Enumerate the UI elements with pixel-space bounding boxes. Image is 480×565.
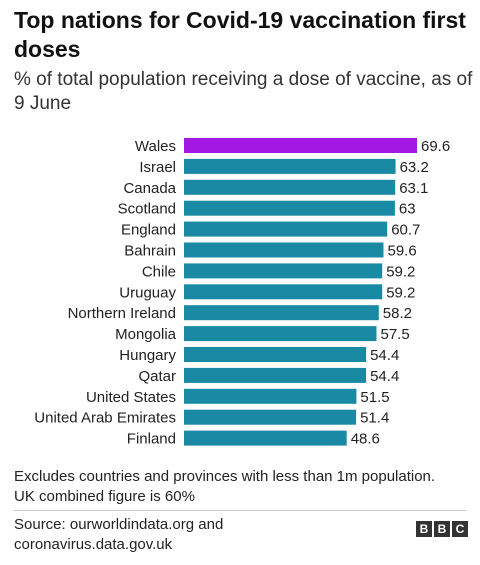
value-label-scotland: 63 — [399, 201, 416, 218]
value-label-qatar: 54.4 — [370, 368, 399, 385]
category-label-canada: Canada — [123, 180, 176, 197]
value-label-bahrain: 59.6 — [388, 243, 417, 260]
bar-england — [184, 221, 388, 237]
bar-chart: Wales 69.6 Israel 63.2 Canada 63.1 Scotland 63 E… — [34, 138, 450, 448]
bar-chile — [184, 263, 383, 279]
category-label-uruguay: Uruguay — [119, 284, 176, 301]
chart-subtitle: % of total population receiving a dose o… — [14, 69, 473, 114]
value-label-mongolia: 57.5 — [381, 326, 410, 343]
value-label-chile: 59.2 — [386, 263, 415, 280]
bar-united-states — [184, 388, 357, 404]
category-label-mongolia: Mongolia — [115, 326, 177, 343]
value-label-northern-ireland: 58.2 — [383, 305, 412, 322]
bar-hungary — [184, 347, 367, 362]
logo-letter-1: B — [416, 521, 432, 537]
bbc-logo: B B C — [416, 521, 468, 537]
bar-qatar — [184, 367, 367, 383]
bar-mongolia — [184, 326, 377, 342]
category-label-chile: Chile — [142, 263, 176, 280]
bar-united-arab-emirates — [184, 409, 357, 425]
value-label-united-arab-emirates: 51.4 — [360, 410, 389, 427]
bar-bahrain — [184, 242, 384, 258]
logo-letter-3: C — [452, 521, 468, 537]
bar-northern-ireland — [184, 305, 379, 321]
category-label-bahrain: Bahrain — [124, 243, 176, 260]
value-label-uruguay: 59.2 — [386, 284, 415, 301]
value-label-wales: 69.6 — [421, 138, 450, 155]
value-label-canada: 63.1 — [399, 180, 428, 197]
category-label-england: England — [121, 222, 176, 239]
value-label-hungary: 54.4 — [370, 347, 399, 364]
category-label-qatar: Qatar — [138, 368, 176, 385]
bar-finland — [184, 430, 347, 446]
bar-canada — [184, 179, 396, 195]
category-label-united-states: United States — [86, 389, 176, 406]
value-label-finland: 48.6 — [351, 431, 380, 448]
value-label-united-states: 51.5 — [360, 389, 389, 406]
bar-israel — [184, 158, 396, 174]
category-label-wales: Wales — [135, 138, 176, 155]
bar-uruguay — [184, 284, 383, 300]
bar-scotland — [184, 200, 395, 216]
value-label-england: 60.7 — [391, 222, 420, 239]
category-label-northern-ireland: Northern Ireland — [68, 305, 176, 322]
chart-footnote: Excludes countries and provinces with le… — [14, 468, 436, 505]
footer-divider — [14, 510, 466, 511]
category-label-finland: Finland — [127, 431, 176, 448]
chart-title: Top nations for Covid-19 vaccination fir… — [14, 7, 466, 62]
source-note: Source: ourworldindata.org and coronavir… — [14, 516, 224, 553]
category-label-israel: Israel — [139, 159, 176, 176]
bar-wales — [184, 138, 417, 153]
logo-letter-2: B — [434, 521, 450, 537]
category-label-hungary: Hungary — [119, 347, 176, 364]
category-label-scotland: Scotland — [118, 201, 176, 218]
value-label-israel: 63.2 — [400, 159, 429, 176]
category-label-united-arab-emirates: United Arab Emirates — [34, 410, 176, 427]
